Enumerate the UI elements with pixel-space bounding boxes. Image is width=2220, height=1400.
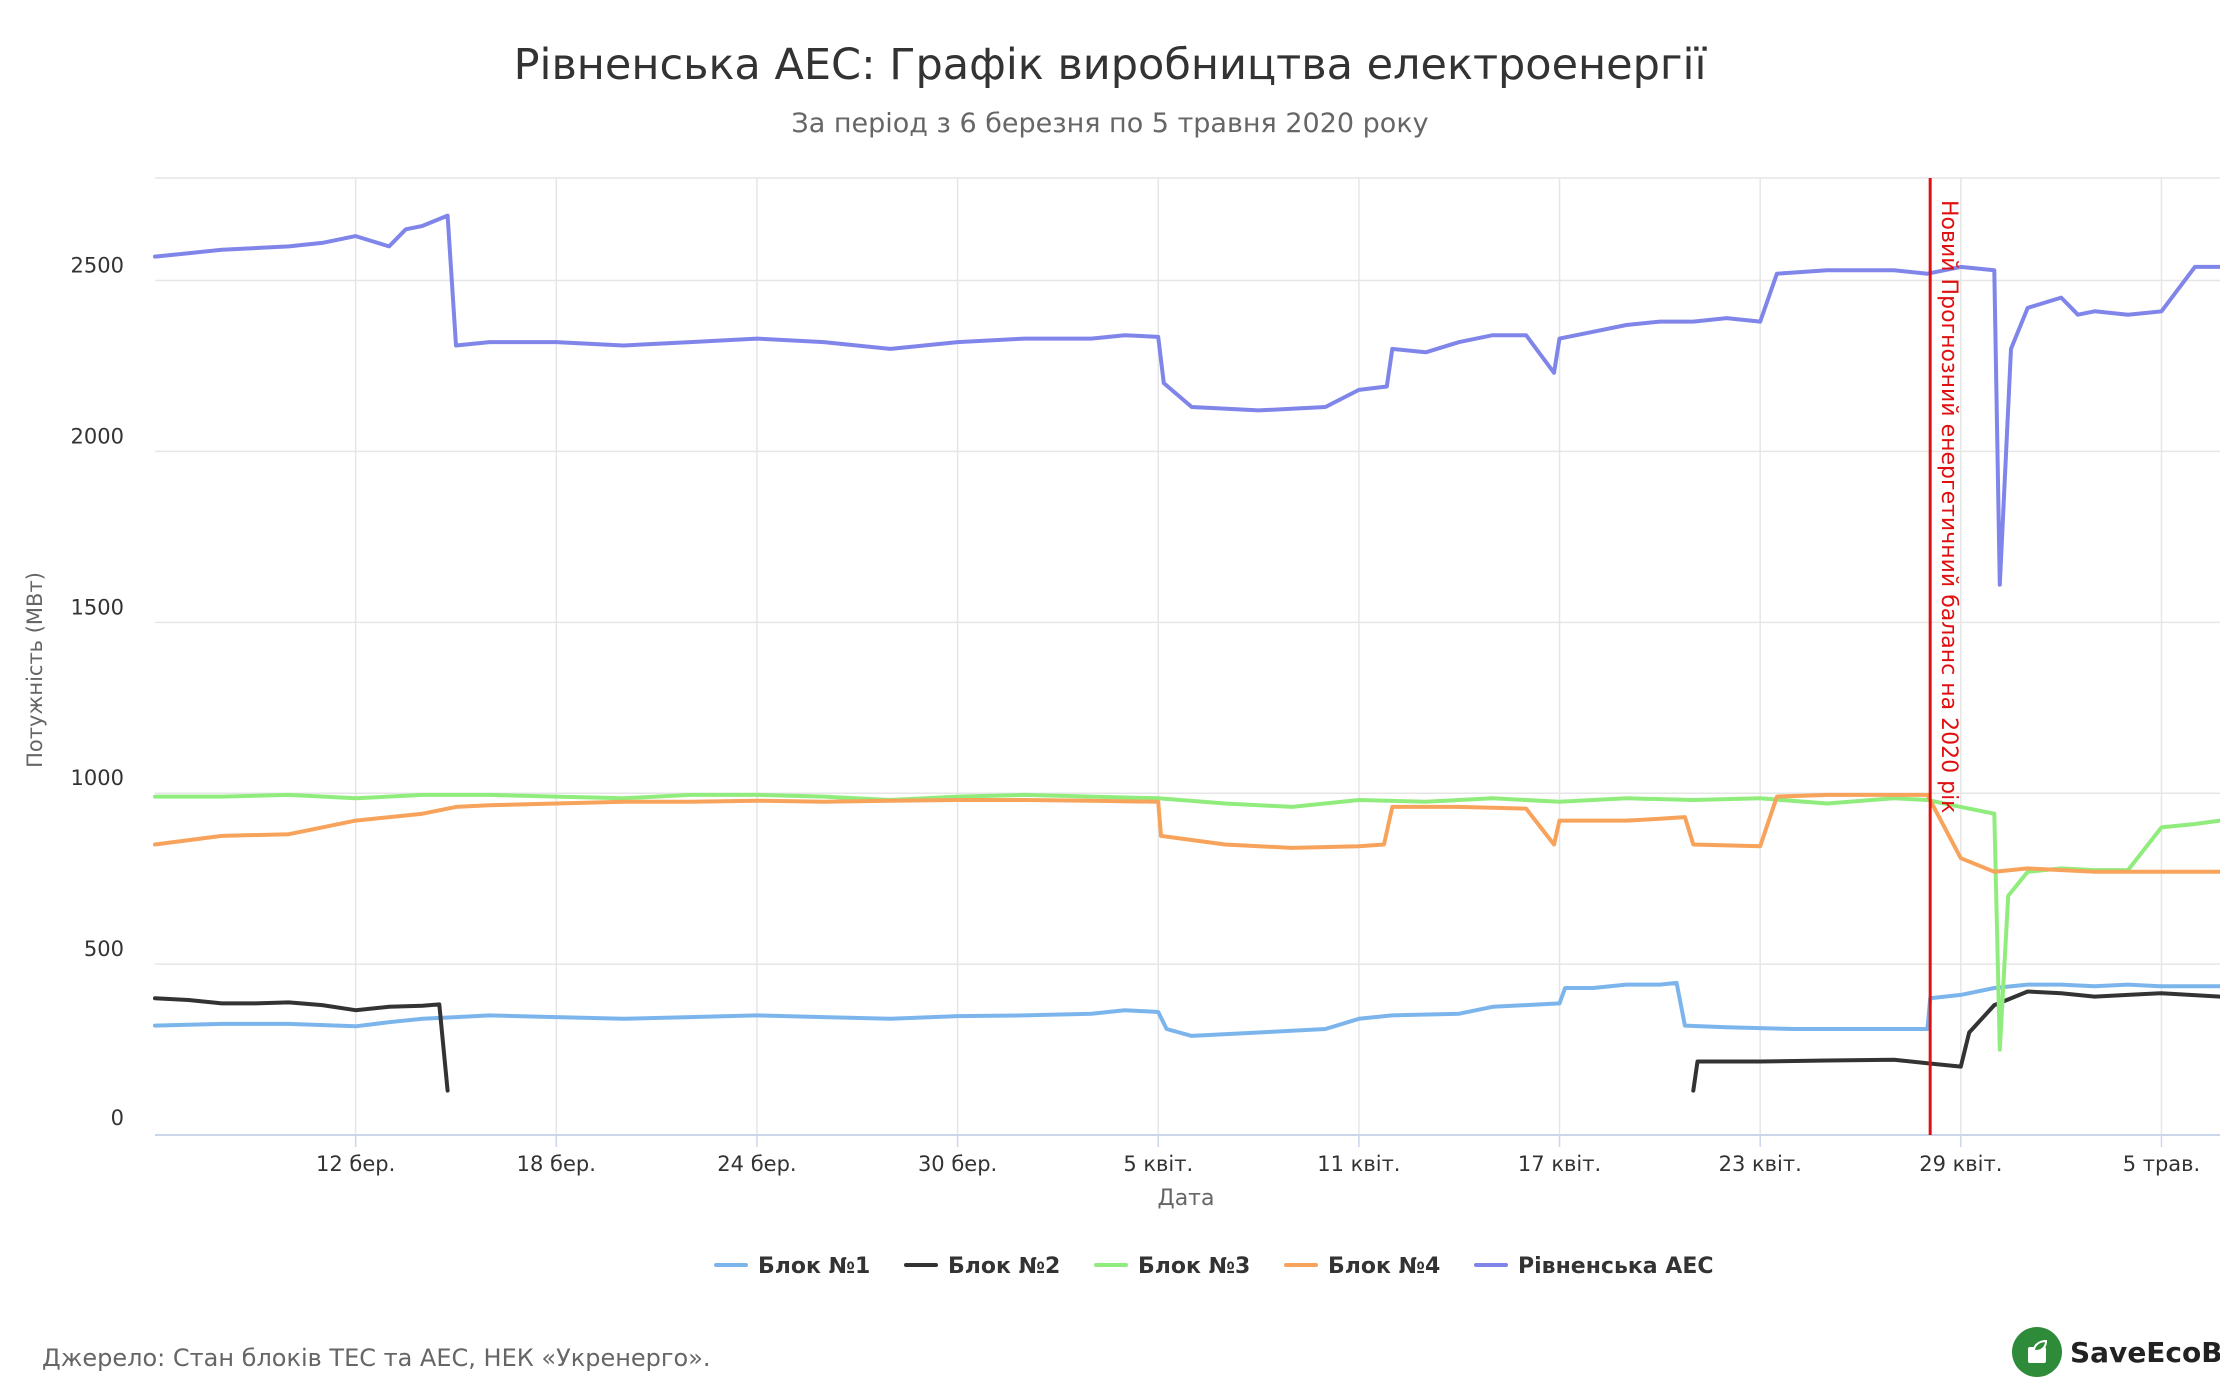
annotation-layer: Новий Прогнозний енергетичний баланс на … xyxy=(1928,178,1961,1135)
legend-item-2[interactable]: Блок №2 xyxy=(904,1254,1060,1279)
series-line-2[interactable] xyxy=(153,989,2220,1093)
logo-text: SaveEcoBot xyxy=(2070,1335,2220,1369)
legend-label: Блок №1 xyxy=(758,1254,870,1279)
series-line-4[interactable] xyxy=(153,792,2220,874)
saveecobot-logo[interactable]: SaveEcoBot xyxy=(2012,1326,2220,1378)
source-note: Джерело: Стан блоків ТЕС та АЕС, НЕК «Ук… xyxy=(42,1344,711,1372)
series-line-3[interactable] xyxy=(153,792,2220,1052)
x-tick-label: 17 квіт. xyxy=(1518,1152,1601,1176)
y-tick-label: 2500 xyxy=(71,254,124,278)
legend-label: Рівненська АЕС xyxy=(1518,1254,1714,1279)
chart-subtitle: За період з 6 березня по 5 травня 2020 р… xyxy=(791,108,1429,139)
x-tick-label: 23 квіт. xyxy=(1719,1152,1802,1176)
legend-item-4[interactable]: Блок №4 xyxy=(1284,1254,1440,1279)
legend-item-5[interactable]: Рівненська АЕС xyxy=(1474,1254,1714,1279)
grid-layer xyxy=(155,177,2220,1135)
legend: Блок №1 Блок №2 Блок №3 Блок №4 Рівненська А… xyxy=(714,1254,1714,1279)
y-tick-label: 0 xyxy=(111,1106,124,1130)
y-axis-title: Потужність (МВт) xyxy=(23,572,47,768)
y-tick-label: 1500 xyxy=(71,595,124,619)
y-tick-label: 2000 xyxy=(71,424,124,448)
leaf-icon xyxy=(2012,1327,2062,1377)
legend-label: Блок №4 xyxy=(1328,1254,1440,1279)
annotation-label: Новий Прогнозний енергетичний баланс на … xyxy=(1936,200,1961,813)
chart-title: Рівненська АЕС: Графік виробництва елект… xyxy=(513,40,1707,90)
series-line-5[interactable] xyxy=(153,213,2220,587)
y-tick-label: 1000 xyxy=(71,766,124,790)
x-tick-label: 5 квіт. xyxy=(1123,1152,1193,1176)
legend-label: Блок №3 xyxy=(1138,1254,1250,1279)
x-tick-label: 24 бер. xyxy=(717,1152,796,1176)
y-tick-label: 500 xyxy=(84,937,124,961)
series-layer xyxy=(153,213,2220,1093)
legend-item-3[interactable]: Блок №3 xyxy=(1094,1254,1250,1279)
legend-item-1[interactable]: Блок №1 xyxy=(714,1254,870,1279)
series-line-1[interactable] xyxy=(153,980,2220,1038)
x-axis-title: Дата xyxy=(1158,1186,1215,1211)
legend-label: Блок №2 xyxy=(948,1254,1060,1279)
x-tick-label: 18 бер. xyxy=(517,1152,596,1176)
x-tick-label: 29 квіт. xyxy=(1919,1152,2002,1176)
x-tick-label: 11 квіт. xyxy=(1317,1152,1400,1176)
x-tick-label: 30 бер. xyxy=(918,1152,997,1176)
x-tick-label: 12 бер. xyxy=(316,1152,395,1176)
axis-layer: 0 500 1000 1500 2000 2500 12 бер. 18 бер. 24 бер… xyxy=(71,254,2220,1176)
x-tick-label: 5 трав. xyxy=(2123,1152,2201,1176)
